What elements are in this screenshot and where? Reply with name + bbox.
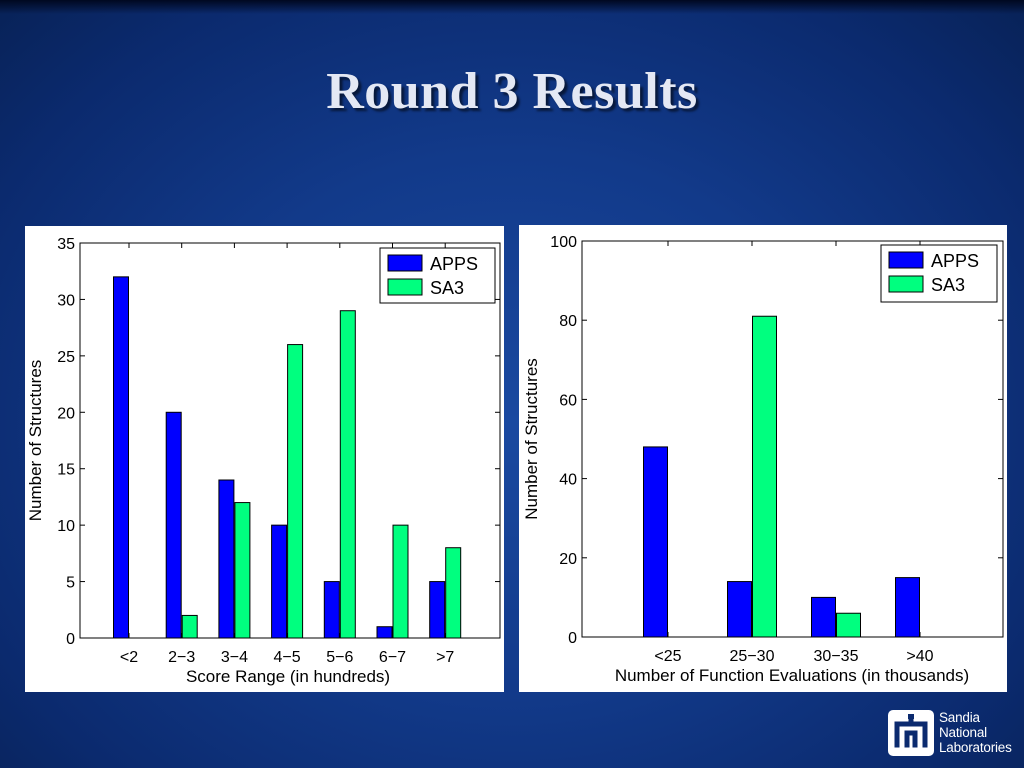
legend-label-sa3: SA3 <box>430 278 464 298</box>
slide-title: Round 3 Results <box>326 63 698 120</box>
bar-sa3-3 <box>287 344 304 639</box>
y-tick-label: 0 <box>568 630 577 647</box>
x-tick-label: <2 <box>120 649 138 666</box>
legend-swatch-sa3 <box>387 278 423 296</box>
y-tick-label: 30 <box>57 292 75 309</box>
bar-apps-4 <box>323 581 340 639</box>
score-range-chart: 0 5 10 15 20 25 30 35 <2 2−3 3−4 4−5 5−6 6−7 >7 Score R… <box>26 236 501 686</box>
bar-apps-2 <box>218 479 235 639</box>
top-shadow-bar <box>0 0 1024 14</box>
y-tick-label: 0 <box>66 631 75 648</box>
legend-swatch-sa3 <box>888 275 924 293</box>
bar-apps-0 <box>643 446 668 638</box>
x-tick-label: >40 <box>906 648 933 665</box>
bar-apps-5 <box>376 626 393 639</box>
y-axis-label: Number of Structures <box>522 358 541 520</box>
chart-legend: APPS SA3 <box>379 247 496 304</box>
bar-sa3-2 <box>836 612 861 638</box>
bar-apps-2 <box>811 596 836 638</box>
bar-sa3-2 <box>234 502 251 639</box>
y-axis-label: Number of Structures <box>26 360 45 522</box>
y-tick-label: 60 <box>559 392 577 409</box>
x-tick-label: 4−5 <box>274 649 301 666</box>
chart-legend: APPS SA3 <box>880 244 998 303</box>
bar-apps-3 <box>895 577 920 638</box>
y-tick-label: 100 <box>550 234 577 251</box>
y-tick-label: 40 <box>559 472 577 489</box>
x-axis-label: Score Range (in hundreds) <box>186 667 390 686</box>
y-tick-label: 10 <box>57 518 75 535</box>
y-tick-label: 35 <box>57 236 75 253</box>
sandia-thunderbird-icon <box>888 710 934 756</box>
sandia-logo: Sandia National Laboratories <box>886 710 1020 762</box>
plot-frame <box>581 240 1004 638</box>
legend-label-apps: APPS <box>931 251 979 271</box>
legend-swatch-apps <box>387 254 423 272</box>
logo-line-2: National <box>939 725 987 740</box>
x-tick-label: 30−35 <box>814 648 859 665</box>
bar-apps-1 <box>165 411 182 639</box>
x-axis-label: Number of Function Evaluations (in thous… <box>615 666 969 685</box>
bar-apps-0 <box>113 276 129 639</box>
legend-label-apps: APPS <box>430 254 478 274</box>
y-tick-label: 25 <box>57 349 75 366</box>
y-tick-label: 20 <box>57 405 75 422</box>
bar-sa3-6 <box>445 547 462 639</box>
bar-apps-6 <box>429 581 446 639</box>
x-tick-label: >7 <box>436 649 454 666</box>
legend-swatch-apps <box>888 251 924 269</box>
bar-sa3-4 <box>339 310 356 639</box>
logo-line-3: Laboratories <box>939 740 1012 755</box>
bar-apps-1 <box>727 581 752 638</box>
bar-apps-3 <box>271 524 288 639</box>
x-tick-label: <25 <box>654 648 681 665</box>
legend-label-sa3: SA3 <box>931 275 965 295</box>
x-tick-label: 6−7 <box>379 649 406 666</box>
sandia-logo-text: Sandia National Laboratories <box>939 710 1012 755</box>
bar-sa3-5 <box>392 524 409 639</box>
y-tick-label: 80 <box>559 313 577 330</box>
x-tick-label: 5−6 <box>326 649 353 666</box>
y-tick-label: 5 <box>66 575 75 592</box>
logo-line-1: Sandia <box>939 710 980 725</box>
x-tick-label: 3−4 <box>221 649 248 666</box>
y-tick-label: 20 <box>559 551 577 568</box>
function-evaluations-chart-panel: 0 20 40 60 80 100 <25 25−30 30−35 >40 Number of Fu… <box>519 225 1007 692</box>
x-tick-label: 25−30 <box>730 648 775 665</box>
bar-sa3-1 <box>752 315 777 638</box>
y-tick-label: 15 <box>57 462 75 479</box>
score-range-chart-panel: 0 5 10 15 20 25 30 35 <2 2−3 3−4 4−5 5−6 6−7 >7 Score R… <box>25 226 504 692</box>
x-tick-label: 2−3 <box>168 649 195 666</box>
bar-sa3-1 <box>181 614 198 639</box>
